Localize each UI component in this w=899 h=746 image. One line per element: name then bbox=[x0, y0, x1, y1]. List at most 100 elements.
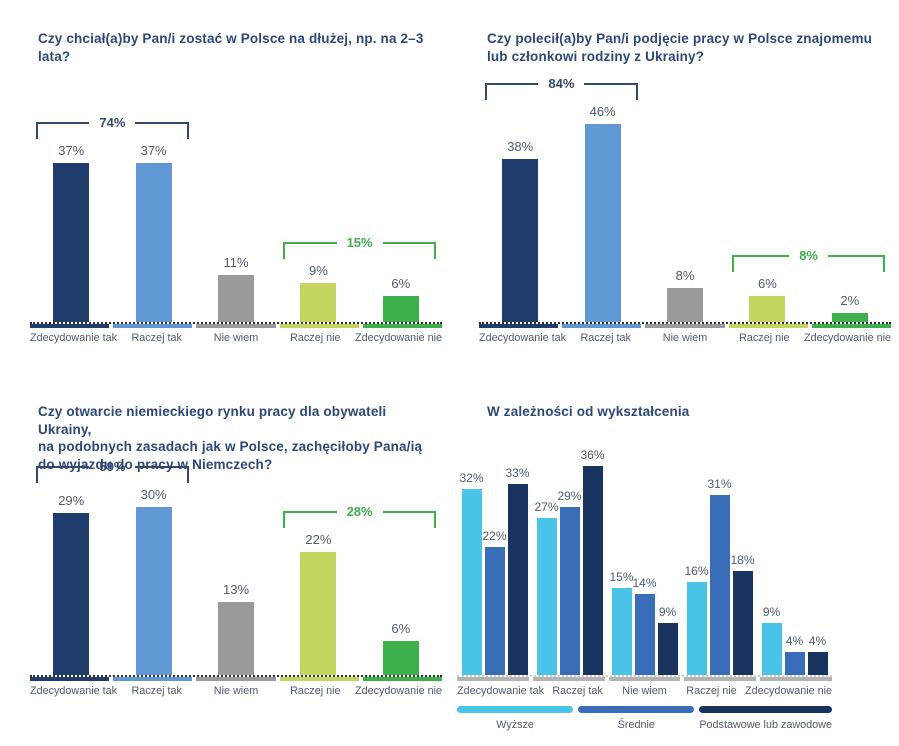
bar: 15% bbox=[609, 570, 634, 675]
bar: 27% bbox=[534, 500, 559, 675]
bar bbox=[584, 124, 621, 322]
bar-value-label: 9% bbox=[309, 263, 328, 279]
category-label: Raczej nie bbox=[290, 332, 341, 344]
bracket-line-left bbox=[732, 255, 790, 273]
bar-value-label: 22% bbox=[305, 531, 332, 547]
bar-group-slot: 9% 4% 4% bbox=[757, 435, 832, 675]
chart-stay-in-poland: Czy chciał(a)by Pan/i zostać w Polsce na… bbox=[0, 0, 450, 373]
category-underline bbox=[113, 324, 193, 328]
category-label: Zdecydowanie nie bbox=[354, 332, 442, 344]
category-label: Zdecydowanie tak bbox=[457, 685, 545, 697]
bar-slot: 8% bbox=[644, 92, 726, 322]
bar: 36% bbox=[580, 448, 605, 675]
bar-value-label: 36% bbox=[580, 448, 605, 463]
bracket-line-left bbox=[485, 83, 539, 101]
category-underline bbox=[196, 324, 276, 328]
bar bbox=[300, 551, 337, 675]
bar bbox=[135, 162, 172, 322]
category-labels: Zdecydowanie tak Raczej tak Nie wiem Raczej… bbox=[457, 685, 832, 697]
bar: 9% bbox=[657, 605, 678, 675]
bar: 4% bbox=[807, 634, 828, 675]
category-labels: Zdecydowanie tak Raczej tak Nie wiem Raczej… bbox=[30, 332, 442, 344]
sum-bracket: 28% bbox=[283, 504, 436, 528]
bracket-line-left bbox=[36, 121, 90, 139]
bar-value-label: 32% bbox=[459, 471, 484, 486]
bar-value-label: 29% bbox=[557, 488, 582, 503]
bar-value-label: 18% bbox=[730, 552, 755, 567]
bracket-line-right bbox=[135, 121, 189, 139]
bar-group-slot: 15% 14% 9% bbox=[607, 435, 682, 675]
bar-value-label: 37% bbox=[58, 142, 85, 158]
sum-bracket: 8% bbox=[732, 248, 885, 273]
bar bbox=[667, 287, 704, 322]
bar-value-label: 38% bbox=[507, 138, 534, 154]
bar-value-label: 30% bbox=[140, 487, 167, 502]
category-label: Nie wiem bbox=[213, 685, 259, 697]
bracket-line-right bbox=[584, 83, 638, 101]
bar-slot: 38% bbox=[479, 92, 561, 322]
bar-value-label: 6% bbox=[391, 276, 411, 292]
bar-group: 32% 22% 33% bbox=[459, 466, 530, 675]
bar: 14% bbox=[632, 576, 657, 675]
category-underline bbox=[279, 677, 359, 681]
bar-slot: 6% bbox=[360, 92, 442, 322]
bar: 4% bbox=[784, 634, 805, 675]
bar-slot: 29% bbox=[30, 435, 112, 675]
sum-bracket: 59% bbox=[36, 459, 189, 483]
category-underline bbox=[608, 677, 681, 681]
category-label: Nie wiem bbox=[622, 685, 667, 697]
bar-group: 15% 14% 9% bbox=[609, 570, 678, 675]
bar-value-label: 46% bbox=[589, 104, 616, 120]
bar-plot: 29% 30% 13% 22% 6% 59% 28% bbox=[30, 435, 442, 677]
bar-slot: 13% bbox=[195, 435, 277, 675]
category-underline bbox=[30, 677, 110, 681]
category-label: Raczej nie bbox=[290, 685, 341, 697]
legend-color-bar bbox=[578, 706, 695, 713]
bar-slot: 6% bbox=[360, 435, 442, 675]
bracket-line-right bbox=[135, 466, 189, 483]
category-underline bbox=[684, 677, 757, 681]
bar: 22% bbox=[482, 529, 507, 675]
bracket-sum-label: 84% bbox=[548, 76, 575, 92]
category-underlines bbox=[30, 677, 443, 681]
bar-value-label: 8% bbox=[675, 267, 695, 283]
category-label: Nie wiem bbox=[662, 332, 708, 344]
bracket-line-right bbox=[382, 510, 436, 528]
category-labels: Zdecydowanie tak Raczej tak Nie wiem Raczej… bbox=[30, 685, 442, 697]
chart-title: Czy polecił(a)by Pan/i podjęcie pracy w … bbox=[487, 31, 873, 64]
category-underline bbox=[362, 324, 443, 328]
bar bbox=[502, 158, 539, 322]
bar-value-label: 37% bbox=[140, 142, 167, 158]
chart-by-education: W zależności od wykształcenia 32% 22% 33% 2… bbox=[449, 373, 899, 746]
category-underline bbox=[645, 324, 725, 328]
chart-german-market: Czy otwarcie niemieckiego rynku pracy dl… bbox=[0, 373, 450, 746]
chart-title: Czy otwarcie niemieckiego rynku pracy dl… bbox=[38, 404, 423, 472]
bar bbox=[218, 602, 255, 675]
category-underline bbox=[760, 677, 832, 681]
category-labels: Zdecydowanie tak Raczej tak Nie wiem Raczej… bbox=[479, 332, 891, 344]
bar-value-label: 27% bbox=[534, 500, 559, 515]
bar-slot: 9% bbox=[277, 92, 359, 322]
category-label: Zdecydowanie nie bbox=[354, 685, 442, 697]
legend-item: Wyższe bbox=[457, 706, 574, 731]
category-underline bbox=[479, 324, 559, 328]
legend-item: Podstawowe lub zawodowe bbox=[699, 706, 832, 731]
category-label: Zdecydowanie nie bbox=[744, 685, 833, 697]
category-label: Raczej tak bbox=[552, 685, 603, 697]
bar-slot: 37% bbox=[30, 92, 112, 322]
bar-value-label: 4% bbox=[808, 633, 827, 648]
bracket-line-left bbox=[283, 242, 337, 260]
chart-recommend-work: Czy polecił(a)by Pan/i podjęcie pracy w … bbox=[449, 0, 899, 373]
bar-plot: 38% 46% 8% 6% 2% 84% 8% bbox=[479, 76, 891, 324]
bar-value-label: 2% bbox=[840, 293, 860, 309]
legend-color-bar bbox=[457, 706, 574, 713]
category-label: Raczej tak bbox=[580, 332, 631, 344]
bracket-line-right bbox=[382, 242, 436, 260]
bar: 9% bbox=[761, 605, 782, 675]
bar bbox=[749, 296, 786, 322]
bar-value-label: 9% bbox=[658, 604, 677, 619]
category-underline bbox=[532, 677, 605, 681]
category-label: Zdecydowanie tak bbox=[479, 332, 567, 344]
bar-value-label: 6% bbox=[391, 621, 411, 637]
legend-label: Wyższe bbox=[496, 719, 534, 731]
